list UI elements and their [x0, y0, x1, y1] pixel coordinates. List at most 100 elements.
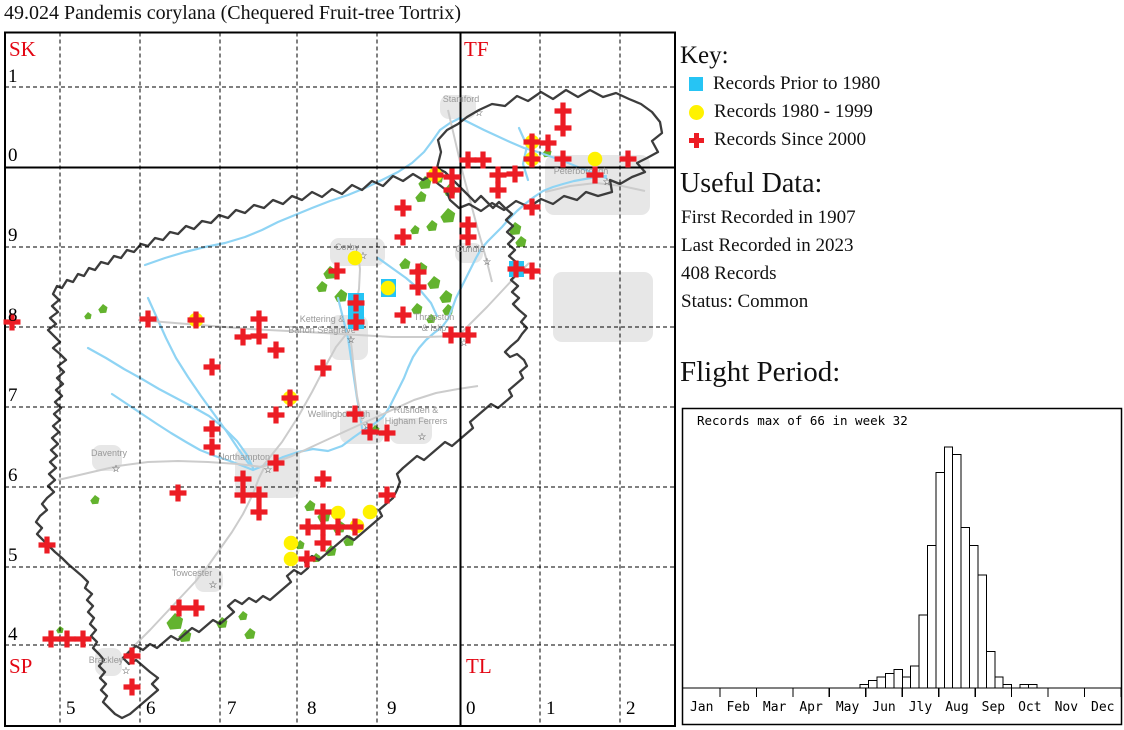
record-marker-cross — [619, 150, 637, 168]
record-marker-cross — [169, 484, 187, 502]
first-recorded-line: First Recorded in 1907 — [681, 207, 856, 228]
urban-area — [545, 155, 650, 215]
month-label: Sep — [982, 700, 1006, 715]
river — [376, 256, 439, 318]
town-star-icon: ☆ — [603, 177, 612, 188]
woodland-patch — [411, 303, 423, 315]
town-label: Higham Ferrers — [385, 416, 448, 426]
record-marker-cross — [123, 647, 141, 665]
record-marker-cross — [459, 216, 477, 234]
record-count-line: 408 Records — [681, 263, 777, 284]
month-label: Oct — [1018, 700, 1041, 715]
month-label: Apr — [799, 700, 823, 715]
record-marker-cross — [3, 313, 21, 331]
histogram-bar — [868, 680, 878, 689]
town-star-icon: ☆ — [347, 335, 356, 346]
river — [110, 392, 255, 472]
record-marker-cross — [203, 420, 221, 438]
grid-row-label: 0 — [8, 145, 18, 166]
cyan-square-icon — [689, 77, 703, 91]
record-marker-circle — [330, 505, 346, 521]
record-marker-cross — [459, 151, 477, 169]
town-star-icon: ☆ — [363, 421, 372, 432]
town-label: Stamford — [443, 94, 480, 104]
woodland-patch — [426, 314, 436, 324]
record-marker-cross — [123, 678, 141, 696]
histogram-bar — [994, 676, 1004, 689]
record-marker-cross — [409, 278, 427, 296]
record-marker-cross — [347, 313, 365, 331]
record-marker-cross — [267, 454, 285, 472]
town-star-icon: ☆ — [264, 465, 273, 476]
record-marker-cross — [187, 311, 205, 329]
record-marker-cross — [539, 134, 557, 152]
yellow-circle-icon — [689, 104, 704, 120]
record-marker-cross — [299, 518, 317, 536]
woodland-patch — [238, 611, 248, 621]
record-marker-cross — [250, 327, 268, 345]
record-marker-cross — [314, 518, 332, 536]
flight-period-heading: Flight Period: — [680, 356, 841, 388]
histogram-bar — [1027, 683, 1038, 689]
woodland-patch — [84, 312, 92, 320]
chart-border — [681, 407, 1123, 726]
record-marker-cross — [170, 599, 188, 617]
grid-letter: SP — [9, 654, 32, 678]
town-label: Corby — [335, 242, 360, 252]
grid-col-label: 5 — [66, 698, 76, 719]
month-label: Jly — [909, 700, 933, 715]
river — [251, 174, 608, 472]
grid-letter: SK — [9, 37, 36, 61]
histogram-bar — [935, 472, 945, 689]
histogram-bar — [926, 545, 937, 689]
month-label: Dec — [1091, 700, 1114, 715]
woodland-patch — [418, 176, 432, 189]
record-marker-cross — [267, 341, 285, 359]
histogram-bar — [901, 676, 912, 689]
histogram-bar — [952, 453, 962, 689]
record-marker-cross — [459, 228, 477, 246]
grid-col-label: 9 — [387, 698, 397, 719]
histogram-bar — [918, 614, 928, 689]
woodland-patch — [440, 208, 456, 223]
month-label: Aug — [945, 700, 968, 715]
histogram-bar — [884, 672, 895, 689]
town-star-icon: ☆ — [475, 108, 484, 119]
record-marker-cross — [298, 550, 316, 568]
record-marker-cross — [523, 150, 541, 168]
town-star-icon: ☆ — [122, 666, 131, 677]
town-star-icon: ☆ — [209, 580, 218, 591]
last-recorded-line: Last Recorded in 2023 — [681, 235, 854, 256]
month-label: Jun — [872, 700, 895, 715]
woodland-patch — [515, 236, 527, 248]
useful-data-heading: Useful Data: — [680, 168, 823, 199]
record-marker-cross — [314, 359, 332, 377]
town-label: Daventry — [91, 448, 128, 458]
grid-col-label: 8 — [307, 698, 317, 719]
map-border — [4, 31, 676, 727]
town-label: & Islip — [422, 323, 447, 333]
month-label: Jan — [690, 700, 713, 715]
woodland-patch — [399, 258, 411, 270]
histogram-bar — [960, 526, 971, 689]
record-marker-cross — [459, 326, 477, 344]
record-marker-cross — [489, 166, 507, 184]
legend-label: Records 1980 - 1999 — [714, 101, 873, 122]
distribution-map: Stamford☆Peterborough☆Corby☆Oundle☆Kette… — [3, 31, 676, 727]
record-marker-cross — [586, 166, 604, 184]
record-marker-cross — [250, 503, 268, 521]
road — [261, 385, 479, 468]
record-marker-cross — [328, 262, 346, 280]
town-label: Kettering & — [300, 314, 345, 324]
record-marker-cross — [267, 406, 285, 424]
record-marker-cross — [314, 503, 332, 521]
town-label: Northampton — [218, 452, 270, 462]
record-marker-cross — [361, 423, 379, 441]
urban-area — [390, 418, 432, 444]
road — [349, 334, 363, 422]
woodland-patch — [244, 628, 256, 640]
urban-area — [553, 272, 653, 342]
record-marker-cross — [139, 310, 157, 328]
town-label: Rushden & — [394, 405, 439, 415]
